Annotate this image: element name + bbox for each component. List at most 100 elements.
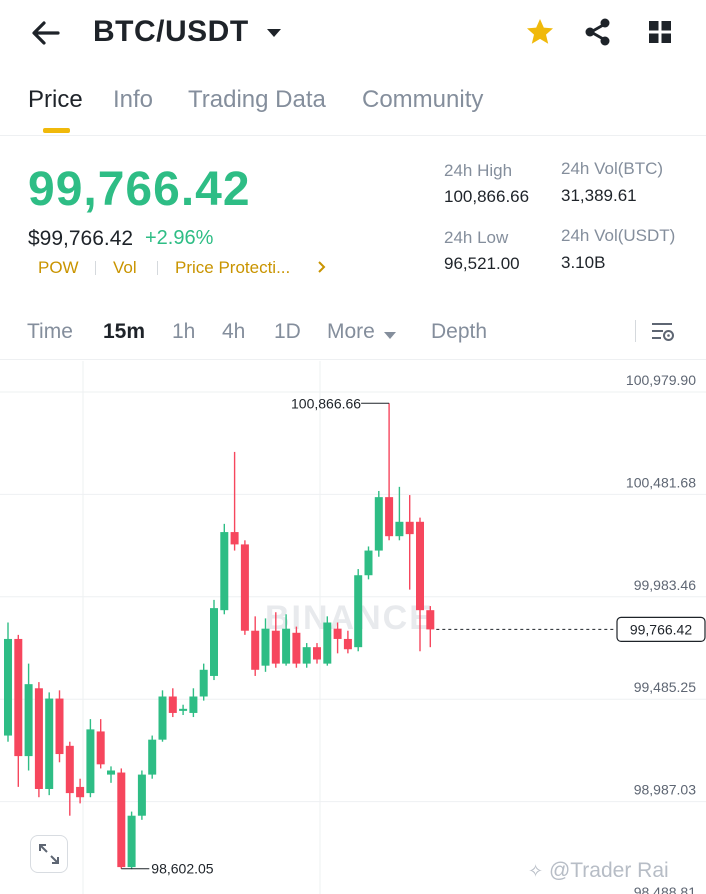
candle-body: [55, 698, 64, 755]
back-arrow-icon: [32, 21, 60, 45]
candle-body: [405, 521, 414, 535]
y-axis-tick-label: 100,979.90: [626, 372, 696, 388]
candle: [158, 690, 167, 742]
candle: [251, 616, 260, 676]
interval-time[interactable]: Time: [27, 320, 73, 343]
tab-trading-data[interactable]: Trading Data: [188, 86, 326, 113]
candle: [354, 569, 363, 652]
tab-bar: Price Info Trading Data Community: [0, 80, 706, 136]
y-axis-tick-label: 99,485.25: [634, 679, 696, 695]
grid-icon[interactable]: [644, 16, 676, 48]
candle-body: [395, 521, 404, 537]
tab-price[interactable]: Price: [28, 86, 83, 113]
candle-body: [240, 544, 249, 631]
candle: [107, 766, 115, 783]
expand-icon: [39, 844, 59, 864]
y-axis-tick-label: 100,481.68: [626, 474, 696, 490]
tab-community[interactable]: Community: [362, 86, 484, 113]
pair-selector[interactable]: BTC/USDT: [93, 15, 249, 48]
candle: [343, 630, 352, 654]
interval-depth[interactable]: Depth: [431, 320, 488, 343]
candle-body: [148, 739, 157, 775]
interval-divider: [635, 320, 636, 342]
candle-body: [374, 497, 383, 551]
candle-body: [14, 638, 23, 757]
candle: [364, 546, 373, 580]
tag-pow[interactable]: POW: [38, 258, 79, 277]
expand-chart-button[interactable]: [30, 835, 68, 873]
candle: [313, 643, 321, 664]
candle-body: [210, 608, 218, 676]
tag-vol[interactable]: Vol: [113, 258, 137, 277]
tag-divider: [95, 261, 96, 275]
candle: [405, 495, 414, 590]
candle-body: [65, 745, 74, 794]
credit-text: @Trader Rai: [548, 859, 669, 882]
y-axis-tick-label: 98,987.03: [634, 782, 696, 798]
candle-body: [45, 698, 54, 789]
watermark-credit: ✧ @Trader Rai: [528, 859, 669, 883]
stat-24h-vol-btc-value: 31,389.61: [561, 186, 637, 205]
interval-1h[interactable]: 1h: [172, 320, 196, 343]
interval-more[interactable]: More: [327, 320, 375, 343]
candle-body: [86, 729, 95, 794]
chevron-right-icon[interactable]: [315, 257, 329, 282]
stat-24h-vol-usdt-label: 24h Vol(USDT): [561, 226, 676, 245]
star-icon[interactable]: [524, 16, 556, 48]
dropdown-caret-icon[interactable]: [264, 23, 284, 43]
candle-body: [4, 638, 12, 736]
candle: [55, 690, 64, 763]
candle-body: [282, 628, 291, 664]
candle: [179, 704, 188, 715]
tag-price-protection[interactable]: Price Protecti...: [175, 258, 291, 277]
price-chart[interactable]: BINANCE 100,866.66 98,602.05 99,766.42 100…: [0, 361, 706, 894]
candle: [148, 735, 157, 779]
candle-body: [323, 622, 332, 664]
candle-body: [34, 688, 43, 789]
candle-body: [261, 628, 270, 666]
more-caret-icon[interactable]: [383, 324, 397, 348]
candle: [271, 612, 280, 668]
candle-body: [24, 684, 33, 757]
candle: [240, 540, 249, 635]
tab-info[interactable]: Info: [113, 86, 154, 113]
top-bar: BTC/USDT: [0, 0, 706, 70]
candle: [374, 490, 383, 557]
stat-24h-vol-btc-label: 24h Vol(BTC): [561, 159, 664, 178]
high-marker-label: 100,866.66: [291, 395, 361, 411]
y-axis-tick-label: 98,488.81: [634, 884, 696, 894]
candle-body: [271, 630, 280, 664]
candle-body: [107, 770, 115, 775]
candle: [34, 682, 43, 798]
candle-body: [117, 772, 126, 868]
low-marker-label: 98,602.05: [151, 861, 213, 877]
candle: [292, 626, 301, 668]
candle-body: [137, 774, 146, 816]
candle-body: [426, 610, 435, 630]
candle-body: [127, 815, 136, 868]
y-axis-tick-label: 99,983.46: [634, 577, 696, 593]
candle-body: [189, 696, 198, 713]
candle: [230, 451, 239, 551]
candle: [302, 643, 311, 668]
candle-body: [158, 696, 167, 740]
candle-body: [385, 497, 394, 537]
interval-1d[interactable]: 1D: [274, 320, 301, 343]
candle-body: [302, 647, 311, 664]
share-icon[interactable]: [582, 16, 614, 48]
interval-4h[interactable]: 4h: [222, 320, 246, 343]
last-price-label: 99,766.42: [630, 621, 692, 637]
candle-body: [343, 638, 352, 650]
stat-24h-low-value: 96,521.00: [444, 254, 520, 273]
candle: [323, 616, 332, 666]
candle: [333, 622, 342, 654]
interval-bar: Time 15m 1h 4h 1D More Depth: [0, 310, 706, 360]
candlestick-chart[interactable]: BINANCE 100,866.66 98,602.05 99,766.42 100…: [0, 361, 706, 894]
interval-15m[interactable]: 15m: [103, 320, 146, 343]
chart-settings-icon[interactable]: [650, 319, 676, 351]
stat-24h-high-value: 100,866.66: [444, 187, 530, 206]
candle-body: [333, 628, 342, 639]
back-button[interactable]: [26, 14, 66, 54]
stat-24h-vol-usdt-value: 3.10B: [561, 253, 606, 272]
candle: [199, 663, 208, 701]
